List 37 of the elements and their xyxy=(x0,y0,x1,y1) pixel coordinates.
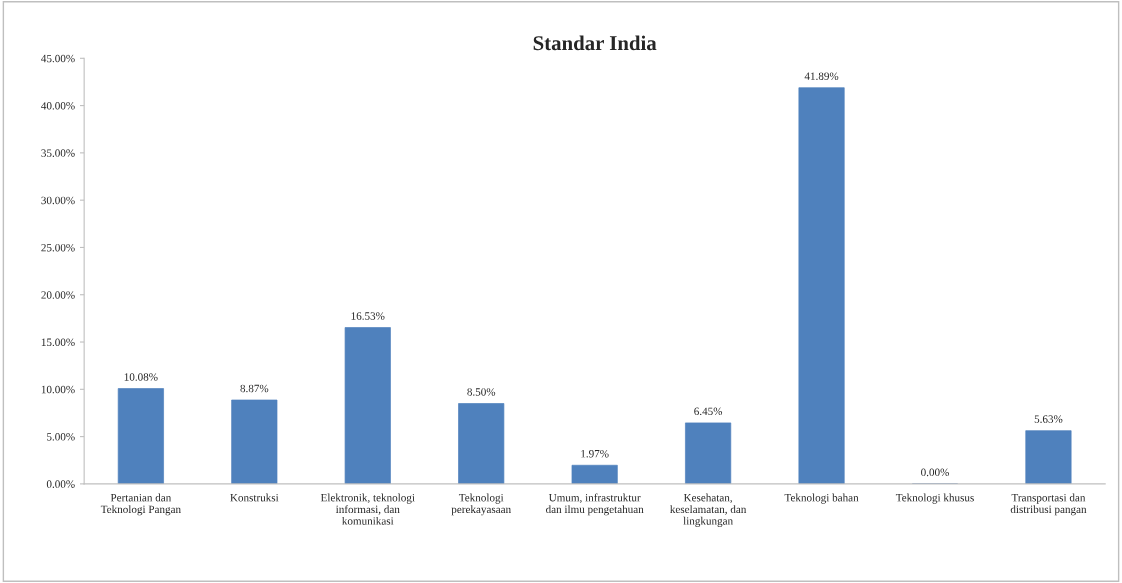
data-label: 5.63% xyxy=(1034,415,1063,423)
bar xyxy=(685,422,732,484)
bar xyxy=(458,403,505,484)
bar xyxy=(231,399,278,484)
y-tick-label: 25.00% xyxy=(41,243,75,252)
data-label: 8.50% xyxy=(467,388,496,396)
y-tick-label: 30.00% xyxy=(41,196,75,205)
bar xyxy=(798,87,845,484)
x-tick-label: Konstruksi xyxy=(230,493,279,502)
data-label: 8.87% xyxy=(240,384,269,393)
y-tick-label: 10.00% xyxy=(41,385,75,394)
y-tick-label: 0.00% xyxy=(46,480,75,488)
data-label: 41.89% xyxy=(804,72,839,80)
data-label: 0.00% xyxy=(921,468,949,477)
bar xyxy=(1025,430,1072,484)
x-tick-label: Teknologi perekayasaan xyxy=(451,493,511,516)
data-label: 16.53% xyxy=(351,312,385,320)
bar xyxy=(571,464,618,484)
y-tick-label: 45.00% xyxy=(41,54,75,63)
bar xyxy=(344,327,391,484)
x-tick-label: Teknologi khusus xyxy=(895,493,974,504)
bar xyxy=(117,388,164,484)
data-label: 6.45% xyxy=(694,407,723,416)
y-tick-label: 15.00% xyxy=(41,338,75,347)
data-label: 1.97% xyxy=(581,449,609,458)
y-tick-label: 20.00% xyxy=(41,291,75,299)
x-tick-label: Pertanian dan Teknologi Pangan xyxy=(100,493,181,516)
y-tick-label: 40.00% xyxy=(41,102,75,110)
x-tick-label: Teknologi bahan xyxy=(784,493,859,504)
x-tick-label: Transportasi dan distribusi pangan xyxy=(1010,493,1087,516)
x-tick-label: Elektronik, teknologi informasi, dan komunikasi xyxy=(320,493,415,525)
data-label: 10.08% xyxy=(124,373,158,381)
x-tick-label: Kesehatan, keselamatan, dan lingkungan xyxy=(670,493,747,527)
y-tick-label: 5.00% xyxy=(47,433,75,441)
x-tick-label: Umum, infrastruktur dan ilmu pengetahuan xyxy=(546,493,644,516)
y-tick-label: 35.00% xyxy=(41,149,75,157)
chart-title: Standar India xyxy=(533,35,657,51)
